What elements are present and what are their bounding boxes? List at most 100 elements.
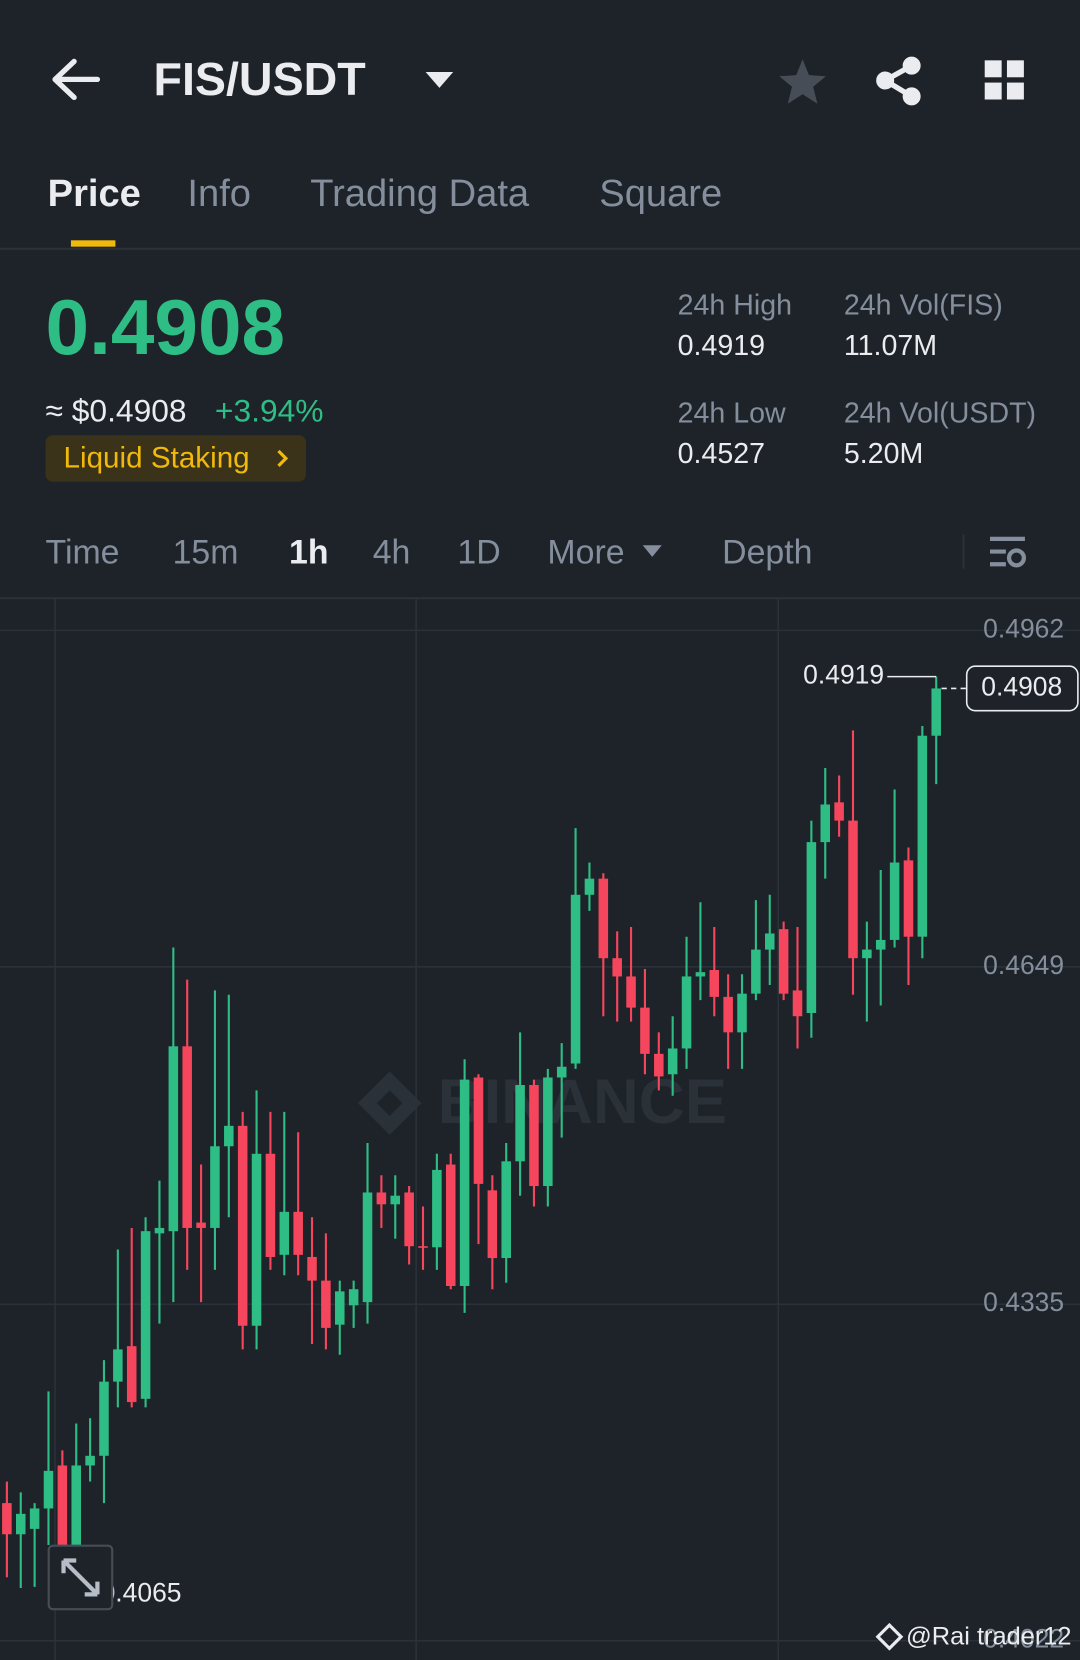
candle-body — [834, 802, 844, 821]
candle-body — [57, 1465, 68, 1546]
candle-body — [737, 993, 747, 1033]
candle-body — [848, 820, 858, 959]
interval-bar: Time 15m 1h 4h 1D More Depth — [46, 534, 813, 572]
candle-body — [71, 1465, 81, 1546]
candle-body — [751, 949, 761, 994]
candle-body — [931, 688, 941, 736]
stat-value: 0.4527 — [678, 438, 765, 470]
y-tick-label: 0.4649 — [983, 950, 1064, 980]
candle-body — [29, 1508, 40, 1529]
stat-value: 0.4919 — [678, 330, 765, 362]
candle-body — [404, 1192, 414, 1247]
share-lines — [879, 63, 914, 99]
candle-body — [543, 1077, 553, 1187]
last-price-box — [965, 665, 1079, 712]
candle-body — [43, 1470, 54, 1509]
candle-body — [293, 1211, 303, 1255]
credit-logo — [875, 1622, 904, 1651]
chart-settings[interactable] — [990, 536, 1026, 568]
candle-body — [654, 1053, 664, 1077]
candle-body — [584, 878, 595, 895]
candle-body — [390, 1195, 401, 1205]
back-button[interactable] — [52, 58, 101, 101]
expand-button[interactable] — [47, 1544, 114, 1611]
candle-body — [640, 1007, 650, 1054]
candle-body — [723, 996, 733, 1033]
candle-body — [265, 1153, 276, 1257]
candle-body — [820, 804, 831, 843]
interval[interactable]: 15m — [173, 534, 239, 572]
stat-label: 24h High — [678, 290, 792, 322]
stat-label: 24h Low — [678, 398, 786, 430]
candle-body — [126, 1346, 137, 1403]
interval[interactable]: 4h — [373, 534, 411, 572]
candle-body — [626, 976, 636, 1008]
price-change: +3.94% — [215, 392, 324, 428]
candle-body — [2, 1503, 12, 1535]
candle-body — [473, 1077, 484, 1184]
candle-body — [667, 1048, 678, 1075]
back-arrow — [52, 58, 101, 101]
candle-body — [556, 1066, 567, 1078]
stats: 24h High 0.4919 24h Vol(FIS) 11.07M 24h Low 0… — [678, 290, 1036, 470]
low-label: 0.4065 — [101, 1577, 182, 1607]
pair-title[interactable]: FIS/USDT — [154, 53, 366, 105]
candle-body — [376, 1192, 387, 1205]
tab[interactable]: Info — [187, 173, 251, 215]
candle-body — [792, 990, 803, 1017]
candle-body — [709, 970, 720, 997]
high-label: 0.4919 — [803, 660, 884, 690]
grid-cell — [984, 82, 1002, 100]
candle-body — [182, 1046, 192, 1228]
candle-body — [362, 1192, 373, 1303]
candle-body — [598, 878, 609, 959]
stat-value: 11.07M — [844, 330, 937, 362]
last-price-label: 0.4908 — [981, 671, 1062, 701]
interval[interactable]: More — [547, 534, 624, 572]
more-dropdown[interactable] — [642, 545, 662, 557]
favorite-star[interactable] — [779, 59, 826, 104]
tab[interactable]: Price — [48, 173, 141, 215]
share-button[interactable] — [876, 56, 921, 106]
grid-cell — [1006, 60, 1024, 78]
candle-body — [501, 1161, 511, 1259]
stat-label: 24h Vol(USDT) — [844, 398, 1036, 430]
settings-gear — [1006, 548, 1026, 568]
grid-menu[interactable] — [984, 60, 1024, 100]
candle-body — [903, 860, 914, 937]
candle-body — [487, 1190, 498, 1259]
tab[interactable]: Square — [599, 173, 722, 215]
candle-body — [459, 1079, 470, 1286]
last-price: 0.4908 — [46, 283, 286, 371]
candle-body — [445, 1164, 456, 1286]
pair-dropdown[interactable] — [425, 71, 454, 88]
grid-cell — [984, 60, 1002, 78]
candle-body — [529, 1085, 539, 1187]
credit: @Rai trader12 — [906, 1622, 1072, 1650]
candle-body — [515, 1085, 525, 1162]
candle-body — [695, 972, 706, 977]
candle-body — [348, 1289, 359, 1306]
y-tick-label: 0.4962 — [983, 613, 1064, 643]
interval[interactable]: Time — [46, 534, 120, 572]
candle-body — [321, 1280, 331, 1328]
candle-body — [237, 1125, 248, 1326]
interval[interactable]: 1h — [289, 534, 329, 572]
tag-text: Liquid Staking — [64, 441, 250, 474]
usd-price: ≈ $0.4908 — [46, 392, 187, 428]
y-tick-label: 0.4022 — [983, 1624, 1064, 1654]
tag-button[interactable]: Liquid Staking — [45, 435, 306, 482]
candle-body — [875, 939, 886, 950]
candle-body — [418, 1246, 428, 1248]
tag-chevron — [277, 449, 289, 467]
watermark: BINANCE — [438, 1066, 727, 1137]
interval[interactable]: 1D — [457, 534, 500, 572]
candle-body — [210, 1146, 220, 1228]
stat-label: 24h Vol(FIS) — [844, 290, 1003, 322]
expand-icon — [61, 1558, 100, 1597]
interval[interactable]: Depth — [722, 534, 812, 572]
tab[interactable]: Trading Data — [310, 173, 530, 215]
